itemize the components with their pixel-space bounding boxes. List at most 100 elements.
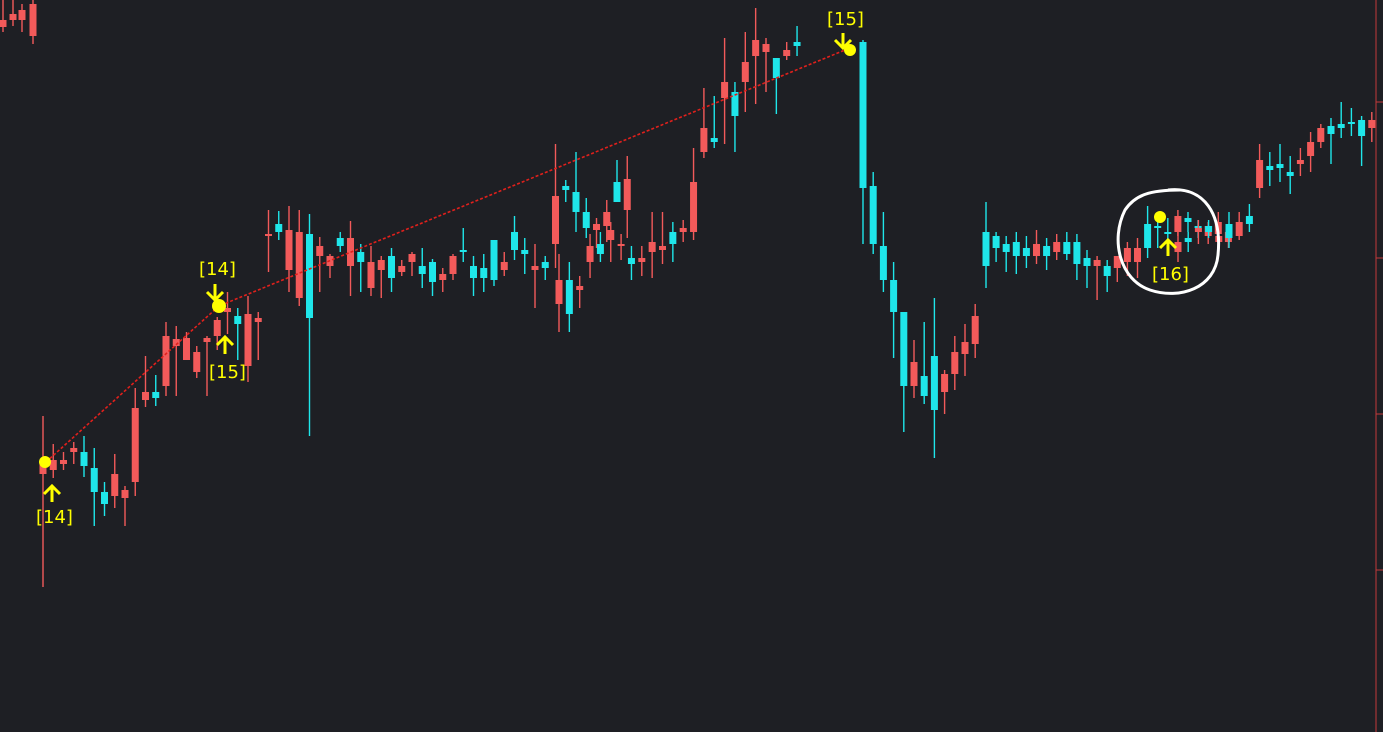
candle-body [29, 4, 37, 36]
candle [582, 198, 590, 238]
candle-body [500, 262, 508, 270]
candle-body [679, 228, 687, 232]
candle [408, 252, 416, 276]
candle-body [1337, 124, 1345, 128]
candle [617, 234, 625, 260]
candle-body [992, 236, 1000, 248]
candle [459, 228, 467, 262]
arrow-up-icon [42, 483, 62, 502]
candle [565, 262, 573, 332]
arrow-up-icon [215, 334, 235, 354]
candle-body [18, 10, 26, 20]
candle-body [480, 268, 488, 278]
candle-body [1358, 120, 1366, 136]
candle [586, 234, 594, 278]
candle [638, 246, 646, 276]
candle-body [367, 262, 375, 288]
candle [930, 298, 938, 458]
candle [741, 32, 749, 112]
candle-body [541, 262, 549, 268]
candle-body [1174, 242, 1182, 252]
candle [859, 40, 867, 244]
candle [60, 452, 67, 470]
candle-body [920, 376, 928, 396]
signal-marker-16-up: [16] [1152, 211, 1189, 285]
signal-dot [212, 299, 226, 313]
candle [1184, 212, 1192, 232]
candle [576, 276, 584, 308]
candle-body [316, 246, 324, 256]
candle-body [1033, 244, 1040, 256]
candle-body [1123, 248, 1131, 262]
candle-body [1184, 238, 1192, 242]
candle-body [638, 258, 646, 262]
candle-body [1022, 248, 1030, 256]
candle [418, 248, 426, 288]
candle-body [429, 262, 436, 282]
candle-body [306, 234, 313, 318]
candle [690, 148, 698, 240]
candle [1205, 220, 1213, 238]
candle [18, 4, 26, 32]
candle [183, 332, 190, 360]
candle-body [1174, 216, 1182, 232]
candle-body [572, 192, 580, 212]
candle [700, 88, 708, 158]
candle-body [101, 492, 108, 504]
candle [500, 252, 508, 276]
candle [951, 336, 959, 390]
candle [490, 240, 498, 286]
candle [920, 322, 928, 404]
candle-body [700, 128, 708, 152]
candle-body [648, 242, 656, 252]
candle [721, 38, 729, 144]
candle-body [357, 252, 365, 262]
candle-body [1063, 242, 1071, 254]
candle [772, 58, 780, 114]
candle-body [1317, 128, 1325, 142]
candle [1296, 148, 1304, 176]
candle-body [449, 256, 457, 274]
candle-body [930, 356, 938, 410]
candle [900, 312, 908, 432]
candle-body [1134, 248, 1141, 262]
candle-body [203, 338, 211, 342]
candle-body [1225, 224, 1233, 238]
candle-body [961, 342, 969, 354]
signal-dot [39, 456, 51, 468]
candle-body [1276, 164, 1284, 168]
candle [377, 256, 385, 298]
candle [357, 244, 365, 292]
candle-body [617, 244, 625, 246]
candle-body [1235, 222, 1243, 236]
candle-body [669, 232, 677, 244]
candle [1113, 256, 1121, 282]
arrow-up-icon [1158, 237, 1178, 256]
candle [9, 0, 17, 26]
candle [971, 304, 979, 358]
candle [244, 296, 252, 382]
candle-body [1245, 216, 1253, 224]
candle [295, 210, 303, 306]
candle [1063, 232, 1071, 260]
candle-body [1266, 166, 1274, 170]
candle-body [910, 362, 918, 386]
signal-dot [844, 44, 856, 56]
candle-body [890, 280, 898, 312]
candle-body [49, 460, 57, 470]
candle [1012, 232, 1020, 274]
candle-body [142, 392, 149, 400]
candle [679, 220, 687, 242]
candle [142, 356, 149, 407]
candle [1327, 118, 1335, 164]
candle-body [531, 266, 539, 270]
candle-body [9, 14, 17, 20]
candle [367, 246, 375, 296]
candle [1235, 212, 1243, 240]
candle [1093, 256, 1101, 300]
candle-body [603, 212, 611, 226]
candle [1225, 212, 1233, 248]
candle [593, 218, 600, 248]
candle-body [521, 250, 529, 254]
